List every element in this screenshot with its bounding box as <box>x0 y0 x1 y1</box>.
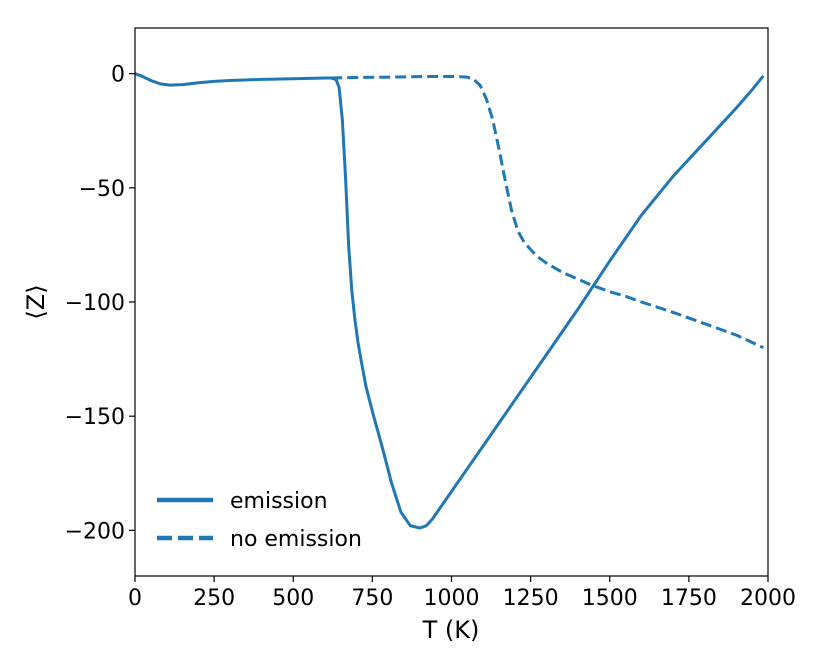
x-tick-label: 1500 <box>582 586 638 611</box>
x-tick-label: 1250 <box>503 586 559 611</box>
y-tick-label: 0 <box>111 63 125 88</box>
legend-label: emission <box>230 489 328 514</box>
x-tick-label: 1750 <box>661 586 717 611</box>
x-tick-label: 750 <box>351 586 393 611</box>
y-tick-label: −200 <box>65 519 125 544</box>
y-tick-label: −100 <box>65 291 125 316</box>
x-tick-label: 0 <box>128 586 142 611</box>
x-axis-label: T (K) <box>422 616 480 644</box>
y-tick-label: −150 <box>65 405 125 430</box>
series-layer <box>134 72 765 530</box>
legend: emission no emission <box>157 489 362 552</box>
y-axis-label: ⟨Z⟩ <box>22 284 50 319</box>
x-axis: 0 250 500 750 1000 1250 1500 1750 2000 <box>128 576 796 611</box>
x-tick-label: 500 <box>272 586 314 611</box>
legend-label: no emission <box>230 527 362 552</box>
y-axis: 0 −50 −100 −150 −200 <box>65 63 135 544</box>
x-tick-label: 1000 <box>424 586 480 611</box>
y-tick-label: −50 <box>79 177 125 202</box>
series-line-emission <box>134 72 765 530</box>
series-line-no-emission <box>331 74 764 350</box>
x-tick-label: 250 <box>193 586 235 611</box>
x-tick-label: 2000 <box>740 586 796 611</box>
